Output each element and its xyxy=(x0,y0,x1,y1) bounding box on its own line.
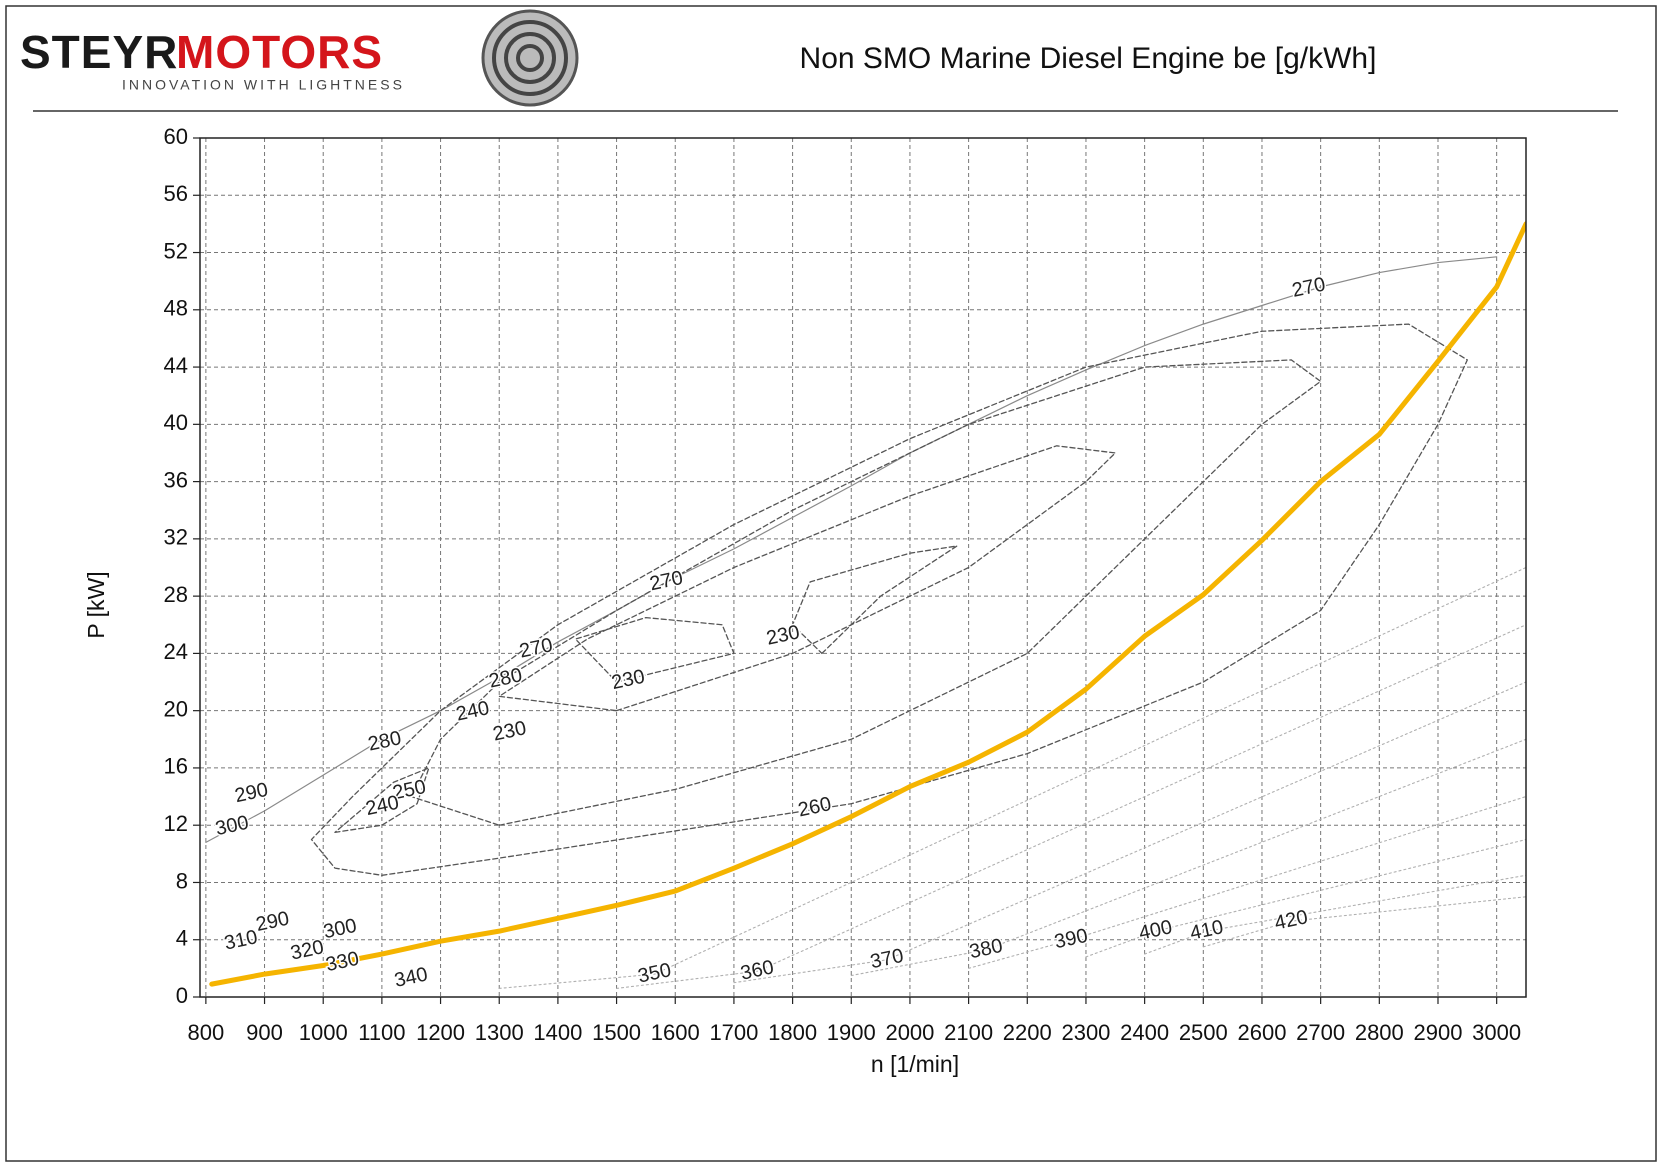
series-line xyxy=(498,445,1116,712)
series-line xyxy=(209,221,1526,987)
x-tick-label: 1800 xyxy=(768,1020,817,1045)
x-tick-label: 1600 xyxy=(651,1020,700,1045)
contour-label: 350 xyxy=(636,959,673,987)
contour-label: 410 xyxy=(1188,916,1225,944)
x-tick-label: 2900 xyxy=(1414,1020,1463,1045)
y-tick-label: 40 xyxy=(164,410,188,435)
series-line xyxy=(410,359,1322,826)
grid xyxy=(193,137,1526,1004)
labels: 800 900 1000 1100 1200 1300 1400 1500 1600 1700 18… xyxy=(164,124,1522,1045)
y-tick-label: 20 xyxy=(164,696,188,721)
y-tick-label: 44 xyxy=(164,353,188,378)
x-tick-label: 900 xyxy=(246,1020,283,1045)
contour-label: 330 xyxy=(324,948,361,976)
x-tick-label: 1100 xyxy=(358,1020,405,1045)
y-tick-label: 36 xyxy=(164,467,188,492)
x-tick-label: 1400 xyxy=(533,1020,582,1045)
x-axis-label: n [1/min] xyxy=(871,1051,959,1077)
x-tick-label: 2500 xyxy=(1179,1020,1228,1045)
series-line xyxy=(1202,896,1526,948)
y-tick-label: 28 xyxy=(164,582,188,607)
series-line xyxy=(791,545,958,655)
series-line xyxy=(1144,874,1526,955)
series-line xyxy=(968,796,1526,969)
page-border xyxy=(5,5,1657,1162)
x-tick-label: 1000 xyxy=(299,1020,348,1045)
x-tick-label: 2800 xyxy=(1355,1020,1404,1045)
x-tick-label: 1500 xyxy=(592,1020,641,1045)
tagline: INNOVATION WITH LIGHTNESS xyxy=(122,77,405,93)
series-line xyxy=(334,767,430,834)
x-tick-label: 1300 xyxy=(475,1020,524,1045)
y-tick-label: 8 xyxy=(176,868,188,893)
plot-frame xyxy=(199,137,1527,998)
series-line xyxy=(616,624,1526,989)
emblem xyxy=(492,20,568,96)
series-line xyxy=(850,738,1526,977)
x-tick-label: 800 xyxy=(188,1020,225,1045)
x-tick-label: 2300 xyxy=(1061,1020,1110,1045)
y-tick-label: 60 xyxy=(164,124,188,149)
x-tick-label: 1200 xyxy=(416,1020,465,1045)
x-tick-label: 2600 xyxy=(1237,1020,1286,1045)
x-tick-label: 2200 xyxy=(1003,1020,1052,1045)
contour-label: 270 xyxy=(648,567,685,595)
x-tick-label: 2100 xyxy=(944,1020,993,1045)
series-line xyxy=(733,681,1526,984)
y-tick-label: 48 xyxy=(164,296,188,321)
y-tick-label: 16 xyxy=(164,754,188,779)
y-tick-label: 4 xyxy=(176,926,188,951)
y-tick-label: 0 xyxy=(176,983,188,1008)
emblem xyxy=(516,44,544,72)
y-tick-label: 52 xyxy=(164,238,188,263)
series-line xyxy=(574,616,735,683)
chart-title: Non SMO Marine Diesel Engine be [g/kWh] xyxy=(800,42,1377,75)
x-tick-label: 2700 xyxy=(1296,1020,1345,1045)
emblem xyxy=(504,32,556,84)
y-axis-label: P [kW] xyxy=(83,571,109,638)
series-line xyxy=(498,566,1526,989)
brand-name: STEYR xyxy=(20,26,178,78)
brand-name: MOTORS xyxy=(176,26,383,78)
y-tick-label: 24 xyxy=(164,639,188,664)
x-tick-label: 1900 xyxy=(827,1020,876,1045)
y-tick-label: 56 xyxy=(164,181,188,206)
x-tick-label: 2400 xyxy=(1120,1020,1169,1045)
y-tick-label: 12 xyxy=(164,811,188,836)
series-line xyxy=(1085,838,1526,958)
x-tick-label: 2000 xyxy=(885,1020,934,1045)
y-tick-label: 32 xyxy=(164,525,188,550)
logo: STEYR MOTORS INNOVATION WITH LIGHTNESS xyxy=(20,9,579,107)
x-tick-label: 3000 xyxy=(1472,1020,1521,1045)
x-tick-label: 1700 xyxy=(709,1020,758,1045)
emblem xyxy=(481,9,579,107)
series-line xyxy=(205,256,1498,843)
